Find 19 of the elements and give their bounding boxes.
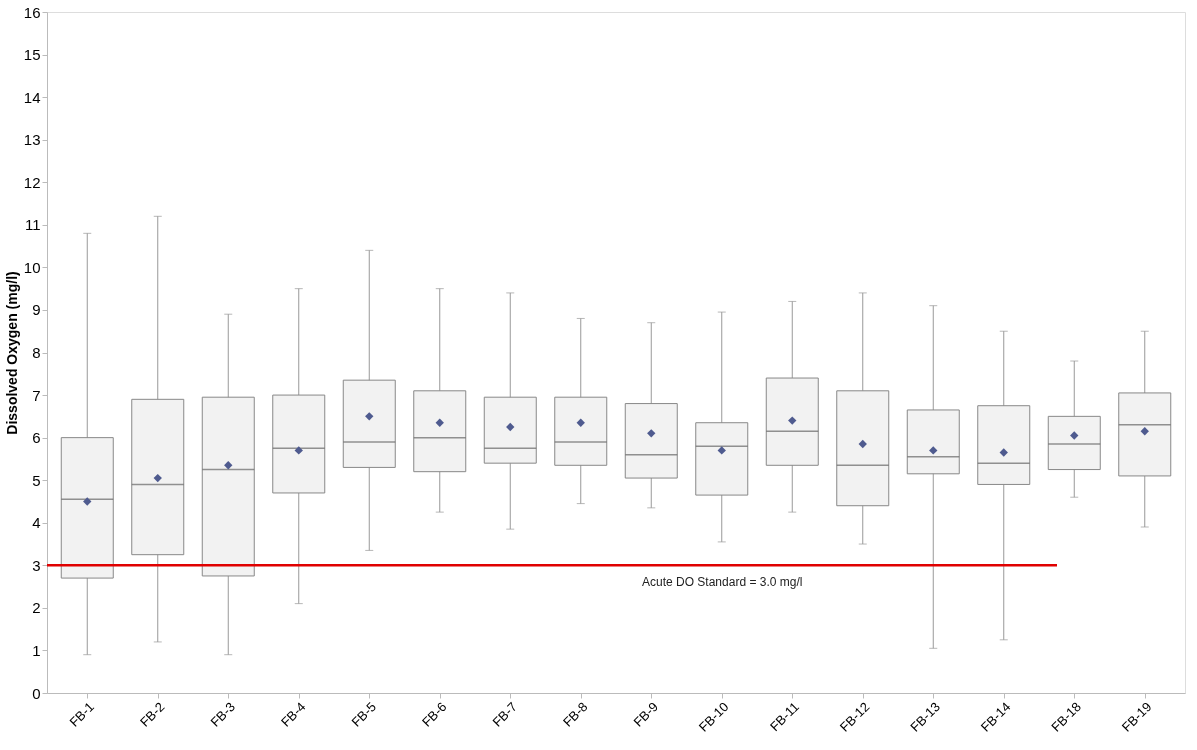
y-tick-label: 6 bbox=[32, 429, 41, 447]
y-tick-label: 8 bbox=[32, 344, 41, 361]
y-tick-label: 12 bbox=[23, 173, 41, 191]
y-tick-label: 11 bbox=[24, 216, 41, 234]
y-tick-label: 5 bbox=[32, 471, 41, 489]
y-axis-title: Dissolved Oxygen (mg/l) bbox=[3, 271, 20, 435]
y-tick-label: 16 bbox=[23, 3, 41, 21]
y-tick-label: 15 bbox=[23, 46, 41, 64]
y-tick-label: 9 bbox=[32, 301, 41, 319]
y-tick-label: 4 bbox=[32, 514, 41, 532]
y-tick-label: 0 bbox=[32, 684, 41, 702]
y-tick-label: 2 bbox=[32, 599, 41, 617]
y-tick-label: 7 bbox=[32, 386, 41, 404]
y-tick-label: 10 bbox=[23, 258, 41, 276]
y-tick-label: 3 bbox=[32, 556, 41, 574]
y-tick-label: 13 bbox=[23, 131, 41, 149]
ref-line-label: Acute DO Standard = 3.0 mg/l bbox=[642, 575, 803, 590]
y-tick-label: 1 bbox=[32, 641, 41, 659]
y-tick-label: 14 bbox=[23, 88, 41, 106]
